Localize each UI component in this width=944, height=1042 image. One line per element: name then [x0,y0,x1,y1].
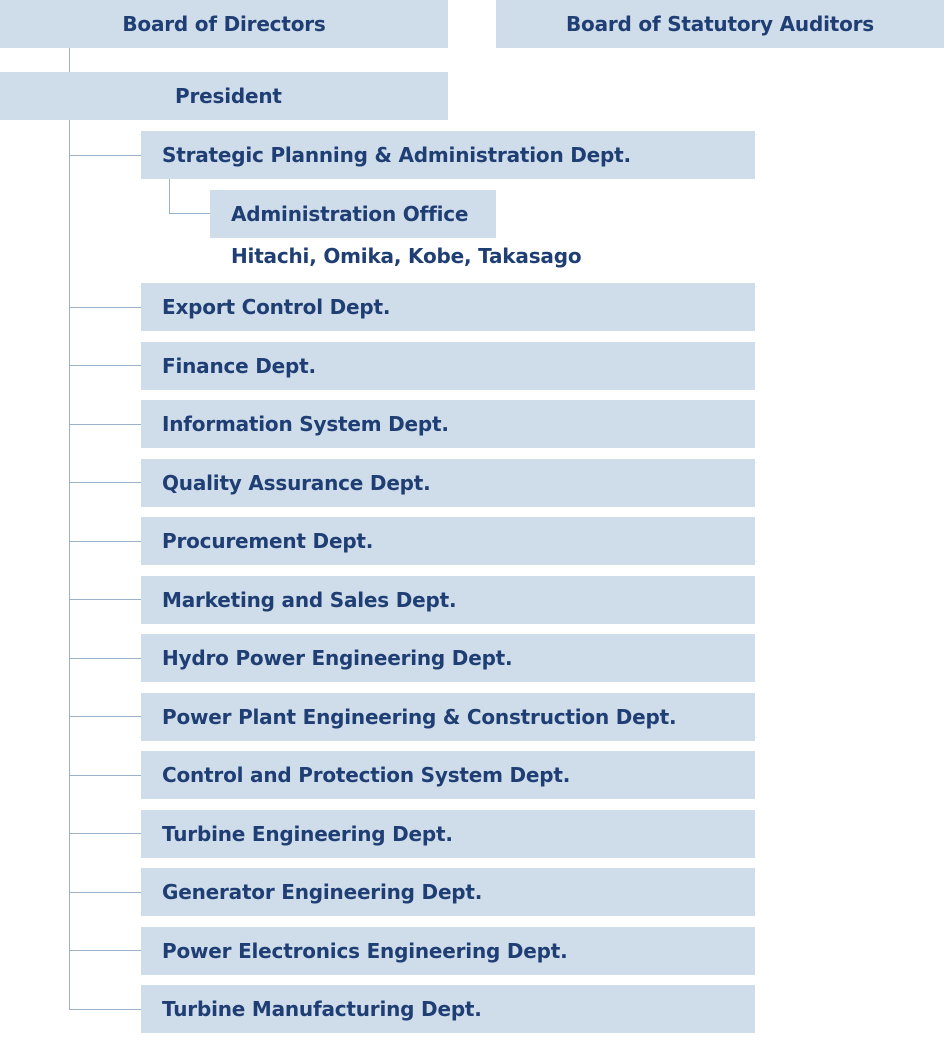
board-of-auditors-label: Board of Statutory Auditors [565,12,874,36]
dept-box: Marketing and Sales Dept. [141,576,755,624]
dept-box: Procurement Dept. [141,517,755,565]
dept-box: Information System Dept. [141,400,755,448]
president-box: President [0,72,448,120]
admin-office-locations: Hitachi, Omika, Kobe, Takasago [231,244,582,268]
dept-label: Quality Assurance Dept. [162,471,431,495]
connector-dept [69,950,141,951]
dept-label: Generator Engineering Dept. [162,880,483,904]
connector-board-president [69,48,70,72]
dept-label: Power Plant Engineering & Construction D… [162,705,677,729]
president-label: President [175,84,282,108]
connector-dept [69,424,141,425]
dept-label: Turbine Manufacturing Dept. [162,997,482,1021]
dept-box: Finance Dept. [141,342,755,390]
dept-label: Marketing and Sales Dept. [162,588,457,612]
connector-dept [69,1009,141,1010]
dept-label: Hydro Power Engineering Dept. [162,646,513,670]
connector-strategic [69,155,141,156]
connector-dept [69,482,141,483]
connector-admin-vertical [169,179,170,214]
connector-dept [69,658,141,659]
dept-box: Export Control Dept. [141,283,755,331]
dept-label: Procurement Dept. [162,529,374,553]
board-of-directors-label: Board of Directors [122,12,326,36]
dept-label: Finance Dept. [162,354,316,378]
dept-label: Power Electronics Engineering Dept. [162,939,568,963]
connector-dept [69,599,141,600]
dept-box: Turbine Manufacturing Dept. [141,985,755,1033]
admin-office-box: Administration Office [210,190,496,238]
dept-strategic-planning: Strategic Planning & Administration Dept… [141,131,755,179]
board-of-directors-box: Board of Directors [0,0,448,48]
dept-label: Export Control Dept. [162,295,391,319]
connector-dept [69,365,141,366]
connector-dept [69,892,141,893]
connector-main-spine [69,120,70,1010]
board-of-auditors-box: Board of Statutory Auditors [496,0,944,48]
connector-dept [69,716,141,717]
dept-box: Control and Protection System Dept. [141,751,755,799]
connector-dept [69,775,141,776]
dept-label: Turbine Engineering Dept. [162,822,453,846]
dept-label: Information System Dept. [162,412,449,436]
connector-dept [69,307,141,308]
admin-office-label: Administration Office [231,202,469,226]
dept-box: Quality Assurance Dept. [141,459,755,507]
connector-dept [69,833,141,834]
dept-strategic-planning-label: Strategic Planning & Administration Dept… [162,143,631,167]
dept-label: Control and Protection System Dept. [162,763,571,787]
dept-box: Turbine Engineering Dept. [141,810,755,858]
connector-dept [69,541,141,542]
dept-box: Power Plant Engineering & Construction D… [141,693,755,741]
dept-box: Generator Engineering Dept. [141,868,755,916]
dept-box: Hydro Power Engineering Dept. [141,634,755,682]
dept-box: Power Electronics Engineering Dept. [141,927,755,975]
connector-admin-horizontal [169,213,210,214]
